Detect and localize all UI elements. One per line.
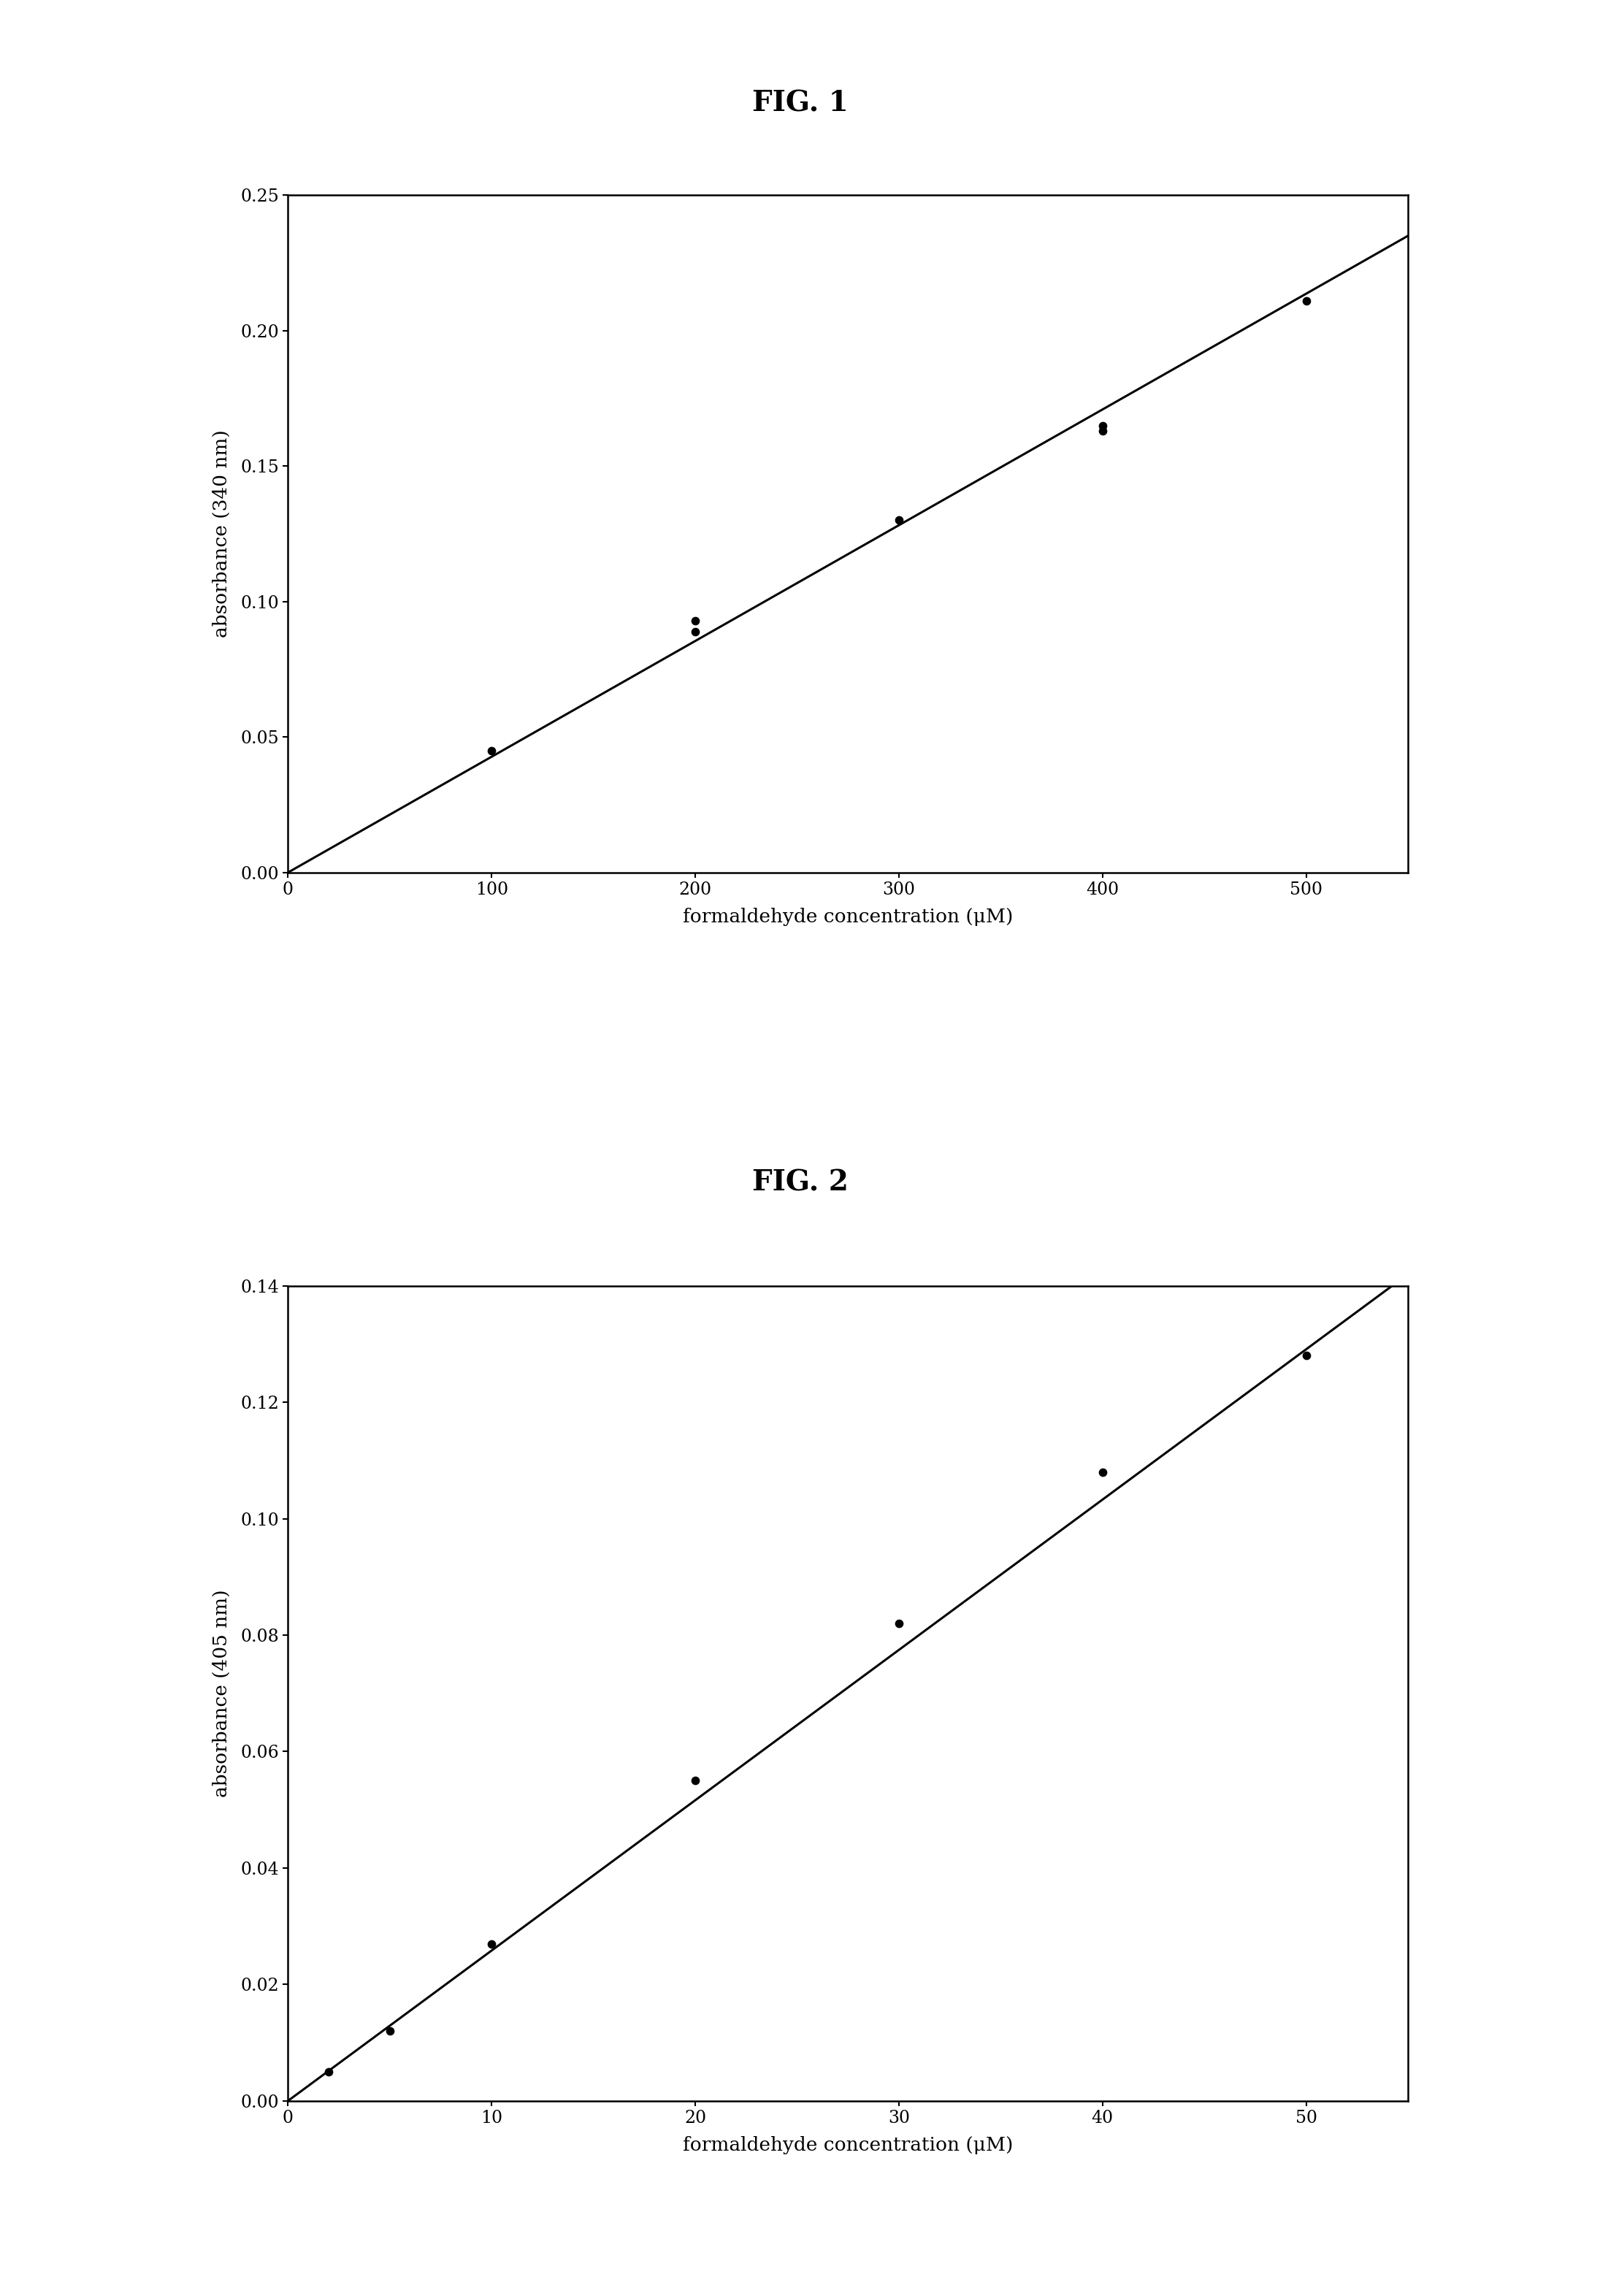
Point: [478, 1926, 504, 1963]
X-axis label: formaldehyde concentration (μM): formaldehyde concentration (μM): [683, 2135, 1013, 2154]
Point: [683, 613, 709, 650]
Point: [683, 602, 709, 638]
Point: [378, 2014, 403, 2050]
Y-axis label: absorbance (340 nm): absorbance (340 nm): [213, 429, 230, 638]
Point: [1090, 413, 1115, 450]
Point: [1293, 1336, 1318, 1373]
Text: FIG. 2: FIG. 2: [752, 1169, 848, 1196]
Point: [1293, 282, 1318, 319]
Point: [683, 1763, 709, 1800]
Point: [886, 1605, 912, 1642]
Text: FIG. 1: FIG. 1: [752, 90, 848, 117]
Y-axis label: absorbance (405 nm): absorbance (405 nm): [213, 1589, 230, 1798]
Point: [478, 732, 504, 769]
Point: [886, 503, 912, 540]
X-axis label: formaldehyde concentration (μM): formaldehyde concentration (μM): [683, 907, 1013, 925]
Point: [1090, 1453, 1115, 1490]
Point: [315, 2053, 341, 2089]
Point: [1090, 406, 1115, 443]
